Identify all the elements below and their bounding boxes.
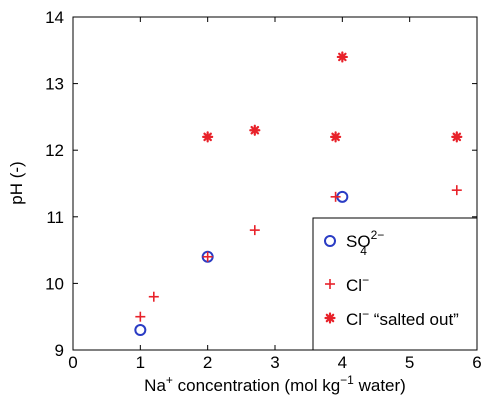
- y-tick-label: 12: [45, 141, 64, 160]
- legend-entry-sulfate: SO2− 4: [346, 228, 384, 258]
- data-point-plus: [249, 225, 260, 236]
- data-point-circle: [134, 324, 147, 337]
- x-axis-ticks: 0 1 2 3 4 5 6: [68, 17, 482, 372]
- x-tick-label: 0: [68, 353, 77, 372]
- x-tick-label: 5: [405, 353, 414, 372]
- legend: SO2− 4 Cl− Cl− “salted out”: [312, 217, 478, 351]
- y-tick-label: 11: [46, 208, 64, 227]
- legend-entry-chloride-salted-out: Cl− “salted out”: [346, 307, 459, 329]
- legend-entry-chloride: Cl−: [346, 273, 369, 295]
- x-tick-label: 6: [472, 353, 481, 372]
- data-point-asterisk: [202, 131, 214, 143]
- legend-markers: [324, 235, 336, 324]
- legend-marker-plus: [325, 279, 335, 289]
- data-point-asterisk: [336, 51, 348, 63]
- y-tick-label: 10: [45, 274, 64, 293]
- data-point-plus: [148, 291, 159, 302]
- y-axis-ticks: 9 10 11 12 13 14: [45, 8, 477, 360]
- y-tick-label: 14: [45, 8, 64, 27]
- data-point-asterisk: [249, 124, 261, 136]
- x-tick-label: 1: [136, 353, 145, 372]
- data-point-plus: [202, 251, 213, 262]
- y-axis-label: pH (-): [7, 161, 26, 204]
- data-point-plus: [135, 311, 146, 322]
- data-points: [134, 51, 463, 337]
- x-tick-label: 3: [270, 353, 279, 372]
- y-tick-label: 13: [45, 75, 64, 94]
- data-point-plus: [330, 191, 341, 202]
- x-axis-label: Na+ concentration (mol kg−1 water): [144, 373, 406, 395]
- data-point-asterisk: [330, 131, 342, 143]
- legend-marker-asterisk: [324, 312, 336, 324]
- data-point-plus: [451, 185, 462, 196]
- legend-box: [312, 217, 478, 351]
- x-tick-label: 4: [338, 353, 347, 372]
- y-tick-label: 9: [55, 341, 64, 360]
- x-tick-label: 2: [203, 353, 212, 372]
- data-point-asterisk: [451, 131, 463, 143]
- legend-marker-circle: [324, 235, 336, 247]
